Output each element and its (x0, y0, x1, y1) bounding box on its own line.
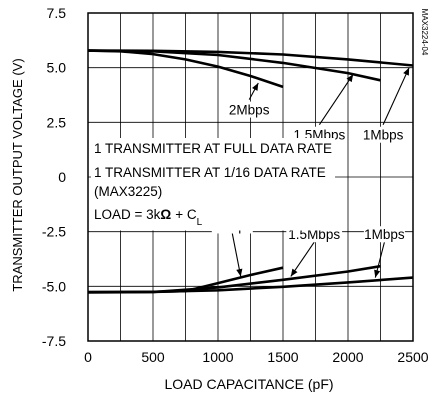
annotation-label-bg (228, 101, 270, 118)
y-tick-label: -5.0 (42, 278, 66, 294)
annotation-label: 1Mbps (364, 227, 405, 242)
annotation-label: 1Mbps (363, 128, 404, 143)
condition-line-1: 1 TRANSMITTER AT FULL DATA RATE (94, 141, 332, 156)
annotation-arrowhead (236, 268, 243, 277)
y-tick-label: -7.5 (42, 333, 66, 349)
subscript-l: L (197, 217, 203, 228)
y-tick-label: 0 (58, 169, 66, 185)
x-tick-label: 1500 (267, 349, 298, 365)
annotation-arrowhead (374, 269, 381, 278)
series-group (87, 49, 414, 294)
x-tick-label: 1000 (202, 349, 233, 365)
y-tick-label: 2.5 (47, 114, 67, 130)
tick-labels: 0 500 1000 1500 2000 2500 7.5 5.0 2.5 0 -2.5 -5.0 -7… (42, 5, 428, 365)
y-tick-label: -2.5 (42, 224, 66, 240)
y-tick-label: 5.0 (47, 60, 67, 76)
condition-line-2: 1 TRANSMITTER AT 1/16 DATA RATE (94, 165, 326, 180)
x-tick-label: 500 (141, 349, 165, 365)
annotation-arrowhead (252, 82, 259, 91)
annotation-label-bg (363, 226, 405, 243)
annotation-arrowhead (346, 74, 354, 83)
annotation-arrowhead (290, 268, 298, 277)
annotation-label-bg (362, 126, 404, 143)
annotation-label: 2Mbps (229, 103, 270, 118)
series-line-3 (87, 49, 414, 67)
annotation-label: 1.5Mbps (288, 227, 340, 242)
conditions-background (91, 138, 336, 231)
plot-frame (87, 12, 414, 342)
x-tick-label: 2500 (397, 349, 428, 365)
condition-line-3: (MAX3225) (94, 184, 162, 199)
annotation-arrow (382, 67, 410, 125)
x-tick-label: 2000 (332, 349, 363, 365)
x-tick-label: 0 (84, 349, 92, 365)
y-axis-label: TRANSMITTER OUTPUT VOLTAGE (V) (10, 58, 25, 291)
x-axis-label: LOAD CAPACITANCE (pF) (164, 376, 333, 392)
annotation-arrowhead (403, 67, 410, 76)
ohm-symbol: Ω (160, 207, 171, 222)
conditions-text: 1 TRANSMITTER AT FULL DATA RATE 1 TRANSM… (94, 141, 332, 228)
annotation-arrow (318, 73, 354, 126)
series-line-6 (87, 276, 414, 294)
part-number-label: MAX3224-04 (420, 9, 428, 56)
y-tick-label: 7.5 (47, 5, 67, 21)
series-line-2 (87, 49, 381, 82)
condition-load: LOAD = 3kΩ + CL (94, 207, 203, 228)
